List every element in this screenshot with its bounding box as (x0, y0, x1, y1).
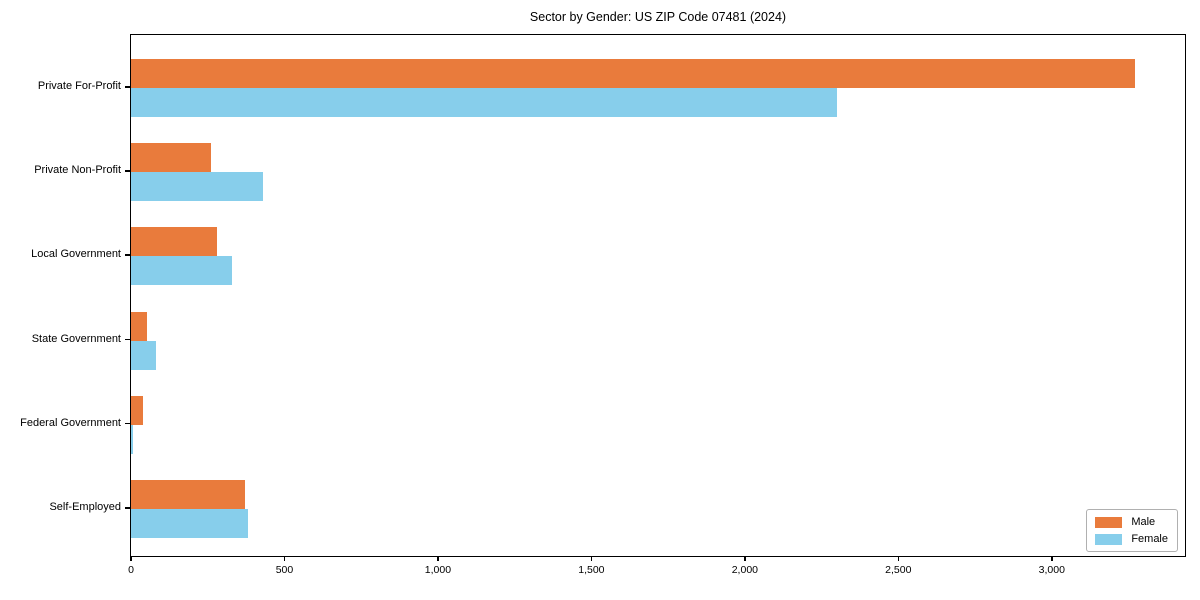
legend-item-male: Male (1095, 516, 1168, 528)
y-axis-tick (125, 338, 130, 341)
y-axis-tick (125, 254, 130, 256)
bar-male-local-government (131, 227, 217, 257)
y-axis-label-private-non-profit: Private Non-Profit (34, 164, 121, 177)
chart-title: Sector by Gender: US ZIP Code 07481 (202… (529, 10, 787, 24)
bar-female-state-government (131, 340, 156, 370)
x-axis-tick (897, 556, 900, 561)
bar-male-federal-government (131, 395, 144, 425)
x-axis-tick-label: 1,000 (424, 564, 452, 576)
y-axis-label-federal-government: Federal Government (20, 416, 121, 429)
x-axis-tick (744, 556, 746, 561)
bar-male-private-for-profit (131, 59, 1135, 88)
bar-female-self-employed (131, 509, 248, 538)
y-axis-label-state-government: State Government (31, 332, 121, 345)
legend-label-male: Male (1131, 516, 1156, 528)
x-axis-tick-label: 0 (128, 564, 134, 576)
bar-male-private-non-profit (131, 143, 211, 173)
x-axis-tick-label: 2,500 (885, 564, 912, 576)
x-axis-tick (1050, 556, 1053, 561)
bar-male-state-government (131, 311, 147, 341)
x-axis-tick (437, 556, 439, 561)
bar-female-local-government (131, 256, 233, 286)
y-axis-tick (125, 86, 130, 88)
x-axis-tick (590, 556, 593, 561)
y-axis-tick (125, 507, 130, 509)
x-axis-tick-label: 3,000 (1038, 564, 1065, 576)
plot-area: Male Female (130, 34, 1186, 557)
y-axis-label-private-for-profit: Private For-Profit (37, 80, 121, 92)
legend: Male Female (1086, 509, 1178, 552)
legend-swatch-female (1095, 533, 1123, 545)
y-axis-label-local-government: Local Government (31, 248, 121, 261)
legend-label-female: Female (1131, 533, 1168, 545)
y-axis-label-self-employed: Self-Employed (49, 501, 121, 513)
bar-male-self-employed (131, 480, 245, 509)
x-axis-tick (130, 556, 132, 561)
legend-item-female: Female (1095, 533, 1168, 545)
bar-female-private-non-profit (131, 172, 263, 202)
bar-female-federal-government (131, 424, 133, 454)
bar-female-private-for-profit (131, 88, 837, 117)
x-axis-tick-label: 2,000 (731, 564, 758, 576)
y-axis-tick (125, 170, 130, 172)
x-axis-tick (283, 556, 286, 561)
legend-swatch-male (1095, 516, 1123, 528)
y-axis-tick (125, 422, 130, 425)
x-axis-tick-label: 1,500 (578, 564, 605, 576)
x-axis-tick-label: 500 (275, 564, 294, 576)
